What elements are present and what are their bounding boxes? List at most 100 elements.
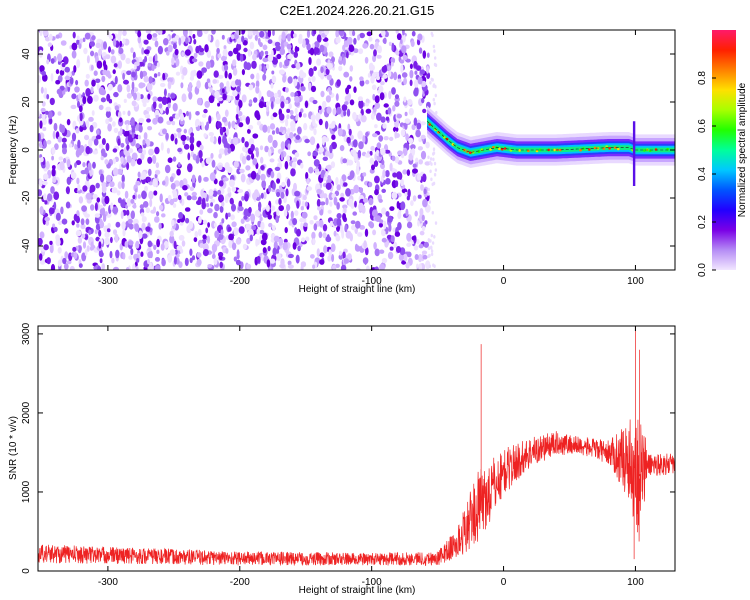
spectrogram-noise-cell bbox=[371, 209, 378, 217]
spectrogram-noise-cell bbox=[247, 30, 253, 36]
spectrogram-noise-cell bbox=[241, 94, 247, 103]
spectrogram-noise-cell bbox=[108, 117, 113, 122]
spectrogram-noise-cell bbox=[266, 100, 269, 107]
spectrogram-noise-cell bbox=[85, 120, 90, 128]
spectrogram-noise-cell bbox=[410, 144, 416, 150]
spectrogram-noise-cell bbox=[301, 237, 306, 243]
spectrogram-peak bbox=[518, 149, 521, 152]
spectrogram-noise-cell bbox=[417, 146, 423, 151]
spectrogram-noise-cell bbox=[348, 44, 355, 53]
snr-y-ticks: 0 1000 2000 3000 bbox=[21, 322, 675, 574]
spectrogram-noise-cell bbox=[248, 84, 254, 91]
spectrogram-noise-cell bbox=[199, 47, 205, 53]
spectrogram-noise-cell bbox=[132, 263, 136, 270]
spectrogram-noise-cell bbox=[287, 143, 291, 151]
spectrogram-noise-cell bbox=[55, 212, 61, 221]
spectrogram-noise-cell bbox=[364, 56, 369, 64]
spectrogram-noise-cell bbox=[275, 97, 281, 105]
colorbar-tick-label: 0.4 bbox=[697, 167, 708, 181]
spectrogram-noise-cell bbox=[217, 74, 224, 79]
spectrogram-noise-cell bbox=[121, 174, 125, 183]
spectrogram-noise-cell bbox=[161, 213, 166, 218]
spectrogram-noise-cell bbox=[326, 62, 333, 70]
spectrogram-noise-cell bbox=[372, 205, 377, 211]
spectrogram-noise-cell bbox=[152, 100, 157, 110]
spectrogram-noise-cell bbox=[316, 198, 321, 208]
spectrogram-noise-cell bbox=[97, 266, 102, 270]
spectrogram-noise-cell bbox=[64, 251, 69, 259]
spectrogram-noise-cell bbox=[75, 160, 82, 166]
spectrogram-noise-cell bbox=[85, 146, 91, 155]
spectrogram-noise-cell bbox=[146, 176, 152, 183]
spectrogram-noise-cell bbox=[381, 159, 385, 165]
spectrogram-noise-cell bbox=[208, 188, 214, 197]
spectrogram-noise-cell bbox=[372, 133, 378, 138]
spectrogram-noise-cell bbox=[326, 74, 332, 81]
spectrogram-noise-cell bbox=[399, 247, 406, 256]
spectrogram-noise-cell bbox=[112, 121, 116, 127]
spectrogram-noise-cell bbox=[255, 80, 260, 88]
spectrogram-noise-cell bbox=[392, 172, 397, 178]
spectrogram-noise-cell bbox=[38, 189, 43, 197]
spectrogram-noise-cell bbox=[84, 79, 89, 87]
spectrogram-noise-cell bbox=[278, 69, 285, 75]
spectrogram-noise-cell bbox=[287, 76, 293, 84]
spectrogram-noise-cell bbox=[374, 95, 380, 104]
spectrogram-noise-cell bbox=[225, 248, 229, 254]
spectrogram-noise-cell bbox=[71, 93, 77, 100]
spectrogram-noise-cell bbox=[98, 86, 105, 95]
spectrogram-noise-cell bbox=[325, 95, 331, 103]
spectrogram-noise-cell bbox=[44, 216, 50, 222]
spectrogram-noise-cell bbox=[306, 30, 311, 38]
spectrogram-noise-cell bbox=[153, 73, 158, 78]
spectrogram-noise-cell bbox=[325, 182, 332, 190]
spectrogram-noise-cell bbox=[107, 73, 112, 79]
spectrogram-noise-cell bbox=[318, 105, 322, 111]
spectrogram-noise-cell bbox=[184, 192, 189, 197]
spectrogram-noise-cell bbox=[432, 157, 435, 162]
spectrogram-noise-cell bbox=[304, 138, 310, 144]
spectrogram-noise-cell bbox=[322, 176, 328, 181]
spectrogram-noise-cell bbox=[206, 121, 209, 130]
spectrogram-noise-cell bbox=[246, 155, 251, 161]
spectrogram-noise-cell bbox=[191, 174, 196, 184]
spectrogram-noise-cell bbox=[114, 75, 118, 85]
spectrogram-noise-cell bbox=[241, 115, 246, 121]
spectrogram-noise-cell bbox=[352, 149, 357, 157]
spectrogram-noise-cell bbox=[39, 120, 43, 129]
spectrogram-noise-cell bbox=[401, 72, 408, 78]
spectrogram-noise-cell bbox=[396, 33, 402, 41]
spectrogram-noise-cell bbox=[53, 201, 57, 210]
spectrogram-noise-cell bbox=[98, 251, 104, 258]
spectrogram-noise-cell bbox=[415, 239, 420, 245]
spectrogram-noise-cell bbox=[389, 206, 395, 212]
spectrogram-noise-cell bbox=[180, 82, 184, 89]
spectrogram-noise-cell bbox=[170, 93, 176, 99]
colorbar-tick-label: 0.2 bbox=[697, 215, 708, 229]
spectrogram-noise-cell bbox=[138, 117, 145, 123]
spectrogram-noise-cell bbox=[390, 235, 395, 243]
spectrogram-noise-cell bbox=[319, 252, 325, 258]
spectrogram-noise-cell bbox=[143, 49, 150, 55]
spectrogram-noise-cell bbox=[135, 240, 140, 249]
spectrogram-noise-cell bbox=[207, 34, 212, 42]
spectrogram-noise-cell bbox=[406, 169, 411, 177]
spectrogram-noise-cell bbox=[82, 162, 86, 168]
spectrogram-noise-cell bbox=[364, 102, 369, 107]
spectrogram-noise-cell bbox=[318, 231, 323, 239]
spectrogram-noise-cell bbox=[312, 151, 319, 157]
spectrogram-noise-cell bbox=[364, 228, 369, 237]
y-tick-label: 2000 bbox=[21, 401, 32, 424]
spectrogram-noise-cell bbox=[62, 257, 67, 265]
spectrogram-noise-cell bbox=[292, 157, 298, 163]
spectrogram-noise-cell bbox=[411, 148, 415, 156]
spectrogram-noise-cell bbox=[279, 188, 286, 194]
x-tick-label: -300 bbox=[98, 276, 118, 287]
spectrogram-noise-cell bbox=[212, 190, 218, 197]
spectrogram-noise-cell bbox=[189, 76, 194, 81]
spectrogram-noise-cell bbox=[81, 205, 87, 212]
spectrogram-noise-cell bbox=[130, 198, 135, 204]
spectrogram-noise-cell bbox=[281, 31, 286, 41]
spectrogram-noise-cell bbox=[431, 241, 435, 245]
spectrogram-noise-cell bbox=[256, 228, 260, 235]
